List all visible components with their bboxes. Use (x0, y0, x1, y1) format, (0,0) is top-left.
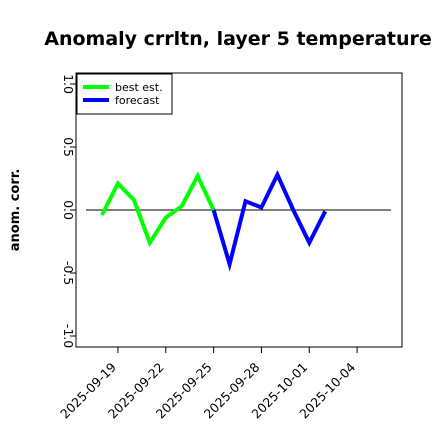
y-axis: -1.0 -0.5 0.0 0.5 1.0 (61, 74, 76, 348)
legend-label: forecast (115, 94, 160, 107)
legend: best est.forecast (76, 73, 173, 115)
x-axis: 2025-09-192025-09-222025-09-252025-09-28… (57, 347, 358, 421)
y-axis-label: anom. corr. (8, 169, 23, 252)
legend-box (76, 73, 173, 115)
series-line-best-est (100, 171, 216, 248)
y-tick-label: 0.0 (61, 200, 76, 220)
chart-title: Anomaly crrltn, layer 5 temperature (44, 28, 432, 50)
y-tick-label: 1.0 (61, 74, 76, 94)
y-tick-label: 0.5 (61, 137, 76, 157)
y-tick-label: -0.5 (61, 261, 76, 285)
legend-label: best est. (115, 81, 163, 94)
series-layer (100, 169, 327, 272)
y-tick-label: -1.0 (61, 324, 76, 348)
series-line-forecast (211, 169, 327, 272)
